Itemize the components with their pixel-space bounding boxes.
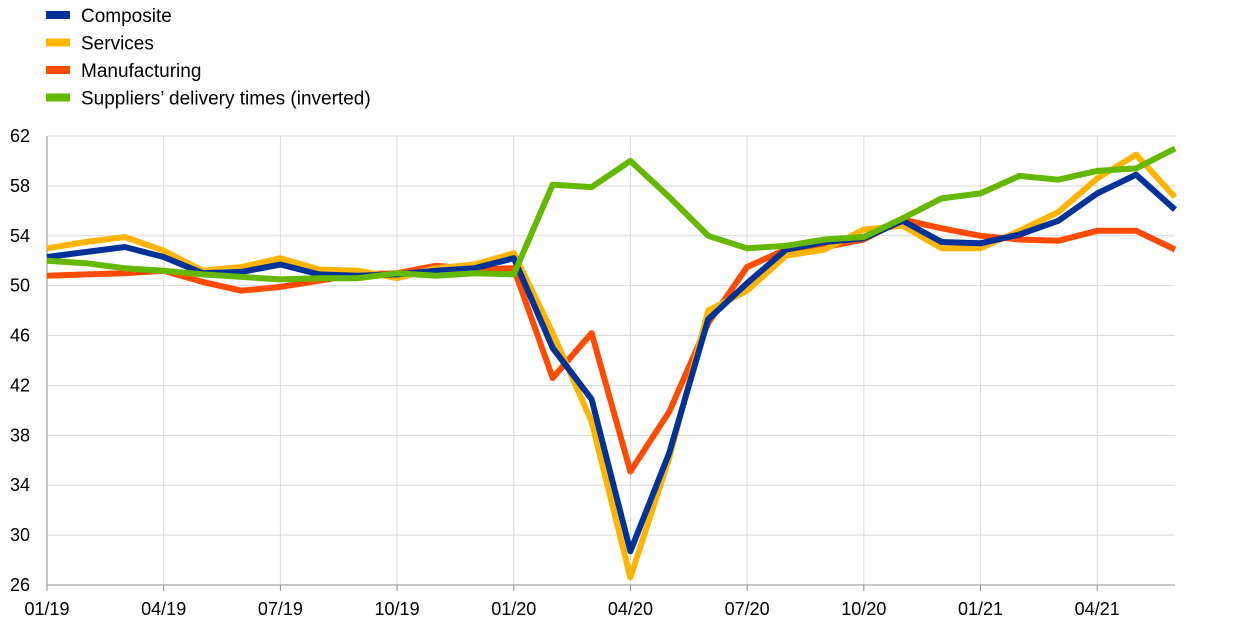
x-tick-label: 10/20 bbox=[841, 599, 886, 619]
x-tick-label: 04/20 bbox=[608, 599, 653, 619]
y-tick-label: 34 bbox=[10, 475, 30, 495]
y-tick-label: 38 bbox=[10, 425, 30, 445]
gridlines bbox=[47, 135, 1175, 585]
y-tick-label: 54 bbox=[10, 226, 30, 246]
x-tick-label: 07/19 bbox=[258, 599, 303, 619]
chart-legend: Composite Services Manufacturing Suppliers’… bbox=[46, 6, 371, 110]
series-line-suppliers-delivery-times-inverted bbox=[46, 145, 1177, 283]
x-tick-label: 01/19 bbox=[24, 599, 69, 619]
series-line-manufacturing bbox=[46, 216, 1177, 475]
x-tick-label: 04/19 bbox=[141, 599, 186, 619]
y-tick-label: 58 bbox=[10, 176, 30, 196]
x-tick-label: 01/20 bbox=[491, 599, 536, 619]
y-tick-label: 42 bbox=[10, 375, 30, 395]
y-tick-label: 26 bbox=[10, 575, 30, 595]
axes bbox=[46, 136, 1175, 591]
legend-label: Services bbox=[81, 34, 154, 55]
x-tick-label: 01/21 bbox=[958, 599, 1003, 619]
legend-swatch bbox=[46, 66, 70, 74]
legend-swatch bbox=[46, 38, 70, 47]
tick-labels: 26 30 34 38 42 46 50 54 58 62 01/19 04/19 07/19 10/19… bbox=[10, 126, 1120, 619]
legend-label: Manufacturing bbox=[81, 61, 201, 82]
legend-label: Composite bbox=[81, 6, 172, 27]
series-lines bbox=[46, 145, 1178, 581]
series-line-services bbox=[46, 151, 1178, 581]
y-tick-label: 46 bbox=[10, 326, 30, 346]
x-tick-label: 07/20 bbox=[725, 599, 770, 619]
series-line-composite bbox=[46, 171, 1178, 555]
legend-label: Suppliers’ delivery times (inverted) bbox=[81, 89, 371, 110]
y-tick-label: 50 bbox=[10, 276, 30, 296]
legend-swatch bbox=[46, 11, 70, 19]
y-tick-label: 30 bbox=[10, 525, 30, 545]
y-tick-label: 62 bbox=[10, 126, 30, 146]
x-tick-label: 04/21 bbox=[1075, 599, 1120, 619]
legend-swatch bbox=[46, 93, 70, 102]
x-tick-label: 10/19 bbox=[375, 599, 420, 619]
